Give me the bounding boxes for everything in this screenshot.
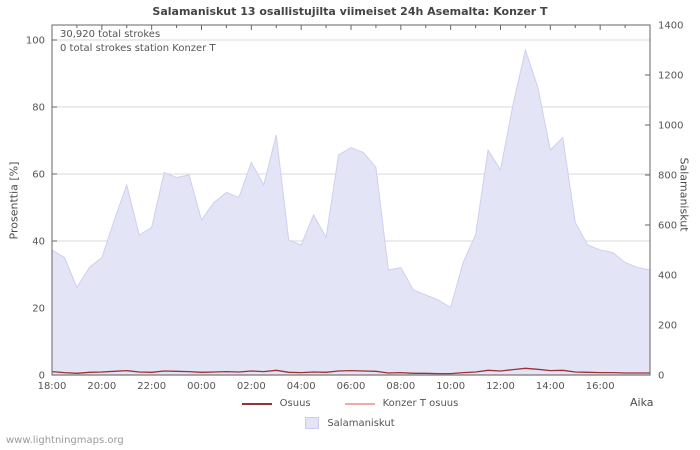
annotation-station-strokes: 0 total strokes station Konzer T [60,43,216,54]
svg-text:0: 0 [39,371,45,382]
svg-text:12:00: 12:00 [486,381,515,392]
svg-text:20:00: 20:00 [87,381,116,392]
svg-text:04:00: 04:00 [287,381,316,392]
svg-text:0: 0 [658,371,664,382]
svg-text:10:00: 10:00 [436,381,465,392]
legend-row-lines: Osuus Konzer T osuus [0,398,700,409]
svg-text:14:00: 14:00 [536,381,565,392]
konzer-line-swatch-icon [344,402,375,405]
svg-text:800: 800 [658,171,677,182]
legend-item-salamaniskut: Salamaniskut [305,417,395,429]
chart-title: Salamaniskut 13 osallistujilta viimeiset… [152,5,548,18]
legend-item-osuus: Osuus [241,398,311,409]
svg-text:20: 20 [32,304,45,315]
legend-label-osuus: Osuus [279,398,311,409]
svg-text:60: 60 [32,170,45,181]
watermark: www.lightningmaps.org [6,435,124,446]
annotation-total-strokes: 30,920 total strokes [60,29,161,40]
x-axis-label: Aika [630,396,654,409]
svg-text:40: 40 [32,237,45,248]
svg-text:600: 600 [658,221,677,232]
svg-text:00:00: 00:00 [187,381,216,392]
legend-label-konzer-osuus: Konzer T osuus [382,398,459,409]
svg-text:06:00: 06:00 [337,381,366,392]
osuus-line-swatch-icon [241,402,272,405]
svg-text:18:00: 18:00 [38,381,67,392]
svg-text:1000: 1000 [658,121,683,132]
legend-item-konzer-osuus: Konzer T osuus [344,398,459,409]
salamaniskut-area-swatch-icon [305,417,320,429]
svg-text:1400: 1400 [658,21,683,32]
svg-text:1200: 1200 [658,71,683,82]
svg-text:100: 100 [26,36,45,47]
y-axis-label-left: Prosenttia [%] [7,161,21,240]
svg-text:02:00: 02:00 [237,381,266,392]
legend-label-salamaniskut: Salamaniskut [327,417,395,429]
svg-text:16:00: 16:00 [586,381,615,392]
svg-text:200: 200 [658,321,677,332]
svg-text:08:00: 08:00 [386,381,415,392]
y-axis-label-right: Salamaniskut [677,157,691,232]
svg-text:400: 400 [658,271,677,282]
legend-row-area: Salamaniskut [0,417,700,429]
svg-text:22:00: 22:00 [137,381,166,392]
svg-text:80: 80 [32,103,45,114]
